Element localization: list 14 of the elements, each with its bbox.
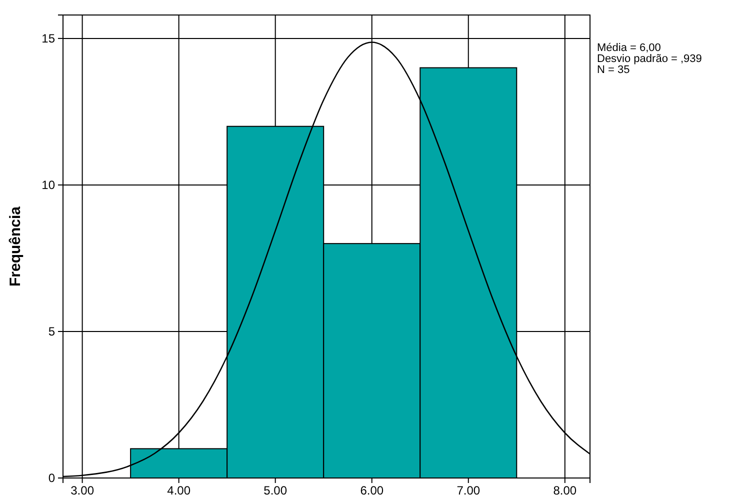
x-tick-label: 7.00 [456,484,480,498]
x-tick-label: 6.00 [360,484,384,498]
x-tick-label: 4.00 [167,484,191,498]
text: Média = 6,00 [597,42,661,54]
x-tick-label: 3.00 [70,484,94,498]
x-tick-label: 8.00 [553,484,577,498]
y-tick-label: 0 [48,470,56,485]
y-tick-label: 5 [48,324,56,338]
text: Desvio padrão = ,939 [597,53,702,65]
y-tick-label: 10 [42,178,56,192]
y-tick-label: 15 [42,31,56,46]
text: N = 35 [597,64,630,76]
y-axis-title: Frequência [7,206,24,287]
x-tick-label: 5.00 [264,484,288,498]
